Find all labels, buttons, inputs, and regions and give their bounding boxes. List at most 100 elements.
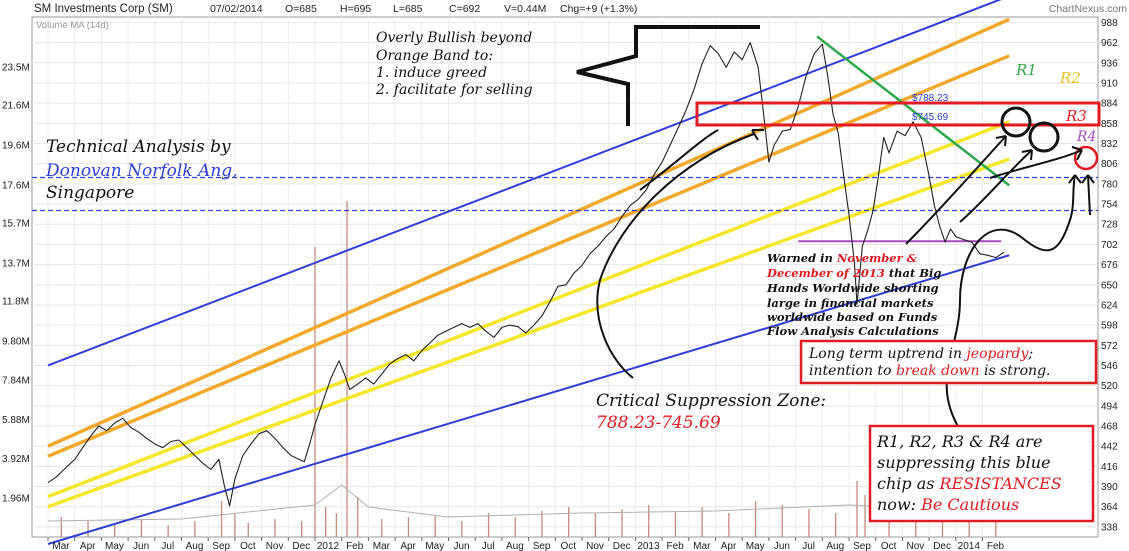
volume-tick-label: 21.6M (2, 101, 30, 112)
trendline-orange-1 (47, 17, 1010, 448)
resistance-circle-1 (1000, 106, 1032, 138)
x-tick-label: Dec (933, 541, 951, 551)
x-tick-label: Aug (506, 541, 524, 551)
price-series (47, 42, 1005, 507)
volume-tick-label: 5.88M (2, 415, 30, 426)
suppression-zone-box (695, 101, 1101, 127)
price-tick-label: 364 (1101, 502, 1118, 513)
x-tick-label: Mar (373, 541, 391, 551)
grid (32, 17, 1098, 537)
x-tick-label: Jun (774, 541, 790, 551)
uptrend-note: Long term uptrend in jeopardy; intention… (808, 346, 1051, 379)
price-tick-label: 468 (1101, 422, 1118, 433)
x-tick-label: Feb (987, 541, 1005, 551)
x-tick-label: Nov (907, 541, 925, 551)
author-name: Donovan Norfolk Ang, (45, 161, 238, 181)
x-tick-label: Feb (346, 541, 364, 551)
x-tick-label: May (425, 541, 444, 551)
volume-tick-label: 23.5M (2, 63, 30, 74)
x-tick-label: Feb (666, 541, 684, 551)
volume-tick-label: 13.7M (2, 259, 30, 270)
x-tick-label: May (746, 541, 765, 551)
x-tick-label: Nov (586, 541, 604, 551)
price-tick-label: 676 (1101, 260, 1118, 271)
x-tick-label: Sep (853, 541, 871, 551)
level-label-lower: $745.69 (912, 112, 949, 123)
quote-low: L=685 (393, 3, 423, 15)
volume-tick-label: 11.8M (2, 297, 29, 308)
bullish-note-line-4: 2. facilitate for selling (375, 82, 533, 98)
x-tick-label: 2012 (317, 541, 340, 551)
price-tick-label: 442 (1101, 442, 1118, 453)
price-tick-label: 988 (1101, 18, 1118, 29)
x-tick-label: Nov (266, 541, 284, 551)
price-tick-label: 806 (1101, 159, 1118, 170)
resistance-box (868, 424, 1095, 523)
volume-tick-label: 3.92M (2, 454, 30, 465)
price-tick-label: 910 (1101, 78, 1118, 89)
price-line (47, 42, 1005, 507)
warning-line-5: worldwide based on Funds (767, 310, 938, 324)
price-tick-label: 572 (1101, 341, 1118, 352)
resistance-label-r3: R3 (1065, 107, 1087, 125)
uptrend-line-2: intention to break down is strong. (809, 363, 1051, 379)
author-line-1: Technical Analysis by (46, 137, 231, 157)
x-tick-label: Apr (400, 541, 416, 551)
resistance-label-r4: R4 (1076, 129, 1096, 145)
level-label-upper: $788.23 (912, 93, 949, 104)
x-tick-label: Oct (240, 541, 256, 551)
author-note: Technical Analysis by Donovan Norfolk An… (45, 137, 238, 203)
x-tick-label: Jul (802, 541, 815, 551)
price-tick-label: 598 (1101, 321, 1118, 332)
bullish-note-line-1: Overly Bullish beyond (376, 30, 532, 46)
x-tick-label: Jun (453, 541, 469, 551)
resistance-label-r2: R2 (1059, 69, 1081, 87)
price-tick-label: 546 (1101, 361, 1118, 372)
resistance-circle-2 (1028, 121, 1060, 153)
volume-tick-label: 17.6M (2, 181, 30, 192)
trendline-blue-upper (47, 0, 1002, 367)
price-tick-label: 702 (1101, 240, 1118, 251)
x-tick-label: Apr (721, 541, 737, 551)
resistance-label-r1: R1 (1015, 61, 1037, 79)
x-tick-label: 2013 (637, 541, 660, 551)
price-tick-label: 754 (1101, 200, 1118, 211)
x-tick-label: May (105, 541, 124, 551)
quote-high: H=695 (340, 3, 371, 15)
warning-line-1: Warned in November & (767, 251, 918, 265)
warning-line-2: December of 2013 that Big (766, 266, 941, 280)
quote-open: O=685 (285, 3, 317, 15)
price-tick-label: 624 (1101, 300, 1118, 311)
warning-note: Warned in November & December of 2013 th… (766, 251, 941, 338)
x-tick-label: 2014 (958, 541, 981, 551)
price-tick-label: 780 (1101, 179, 1118, 190)
price-tick-label: 832 (1101, 139, 1118, 150)
x-tick-label: Sep (533, 541, 551, 551)
price-tick-label: 728 (1101, 220, 1118, 231)
x-tick-label: Aug (826, 541, 844, 551)
price-tick-label: 962 (1101, 38, 1118, 49)
trendline-yellow-1 (47, 120, 1010, 499)
resistance-line-1: R1, R2, R3 & R4 are (876, 432, 1042, 451)
volume-tick-label: 9.80M (2, 337, 30, 348)
price-tick-label: 494 (1101, 401, 1118, 412)
trendlines (32, 0, 1098, 545)
x-tick-label: Dec (613, 541, 631, 551)
volume-tick-label: 15.7M (2, 219, 30, 230)
x-tick-label: Oct (561, 541, 577, 551)
price-tick-label: 650 (1101, 280, 1118, 291)
trendline-orange-2 (47, 54, 1010, 458)
x-tick-label: Jul (161, 541, 174, 551)
brand-name: ChartNexus.com (1049, 3, 1127, 15)
warning-line-3: Hands Worldwide shorting (766, 281, 939, 295)
chart-title: SM Investments Corp (SM) (34, 3, 173, 15)
trendline-green-r1 (816, 35, 1010, 187)
uptrend-box (799, 339, 1098, 385)
uptrend-line-1: Long term uptrend in jeopardy; (808, 346, 1033, 362)
quote-volume: V=0.44M (504, 3, 546, 15)
volume-tick-label: 19.6M (2, 141, 30, 152)
quote-date: 07/02/2014 (210, 3, 263, 15)
author-line-3: Singapore (46, 183, 134, 203)
price-tick-label: 884 (1101, 99, 1118, 110)
x-tick-label: Oct (881, 541, 897, 551)
